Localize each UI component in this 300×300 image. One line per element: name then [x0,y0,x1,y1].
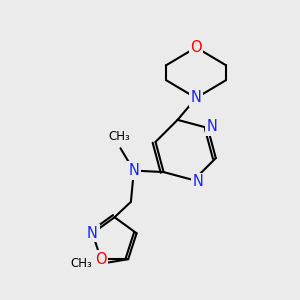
Text: N: N [190,91,202,106]
Text: N: N [87,226,98,241]
Text: O: O [190,40,202,55]
Text: N: N [193,174,204,189]
Text: CH₃: CH₃ [70,257,92,270]
Text: O: O [95,252,107,267]
Text: CH₃: CH₃ [108,130,130,143]
Text: N: N [128,163,139,178]
Text: N: N [207,119,218,134]
